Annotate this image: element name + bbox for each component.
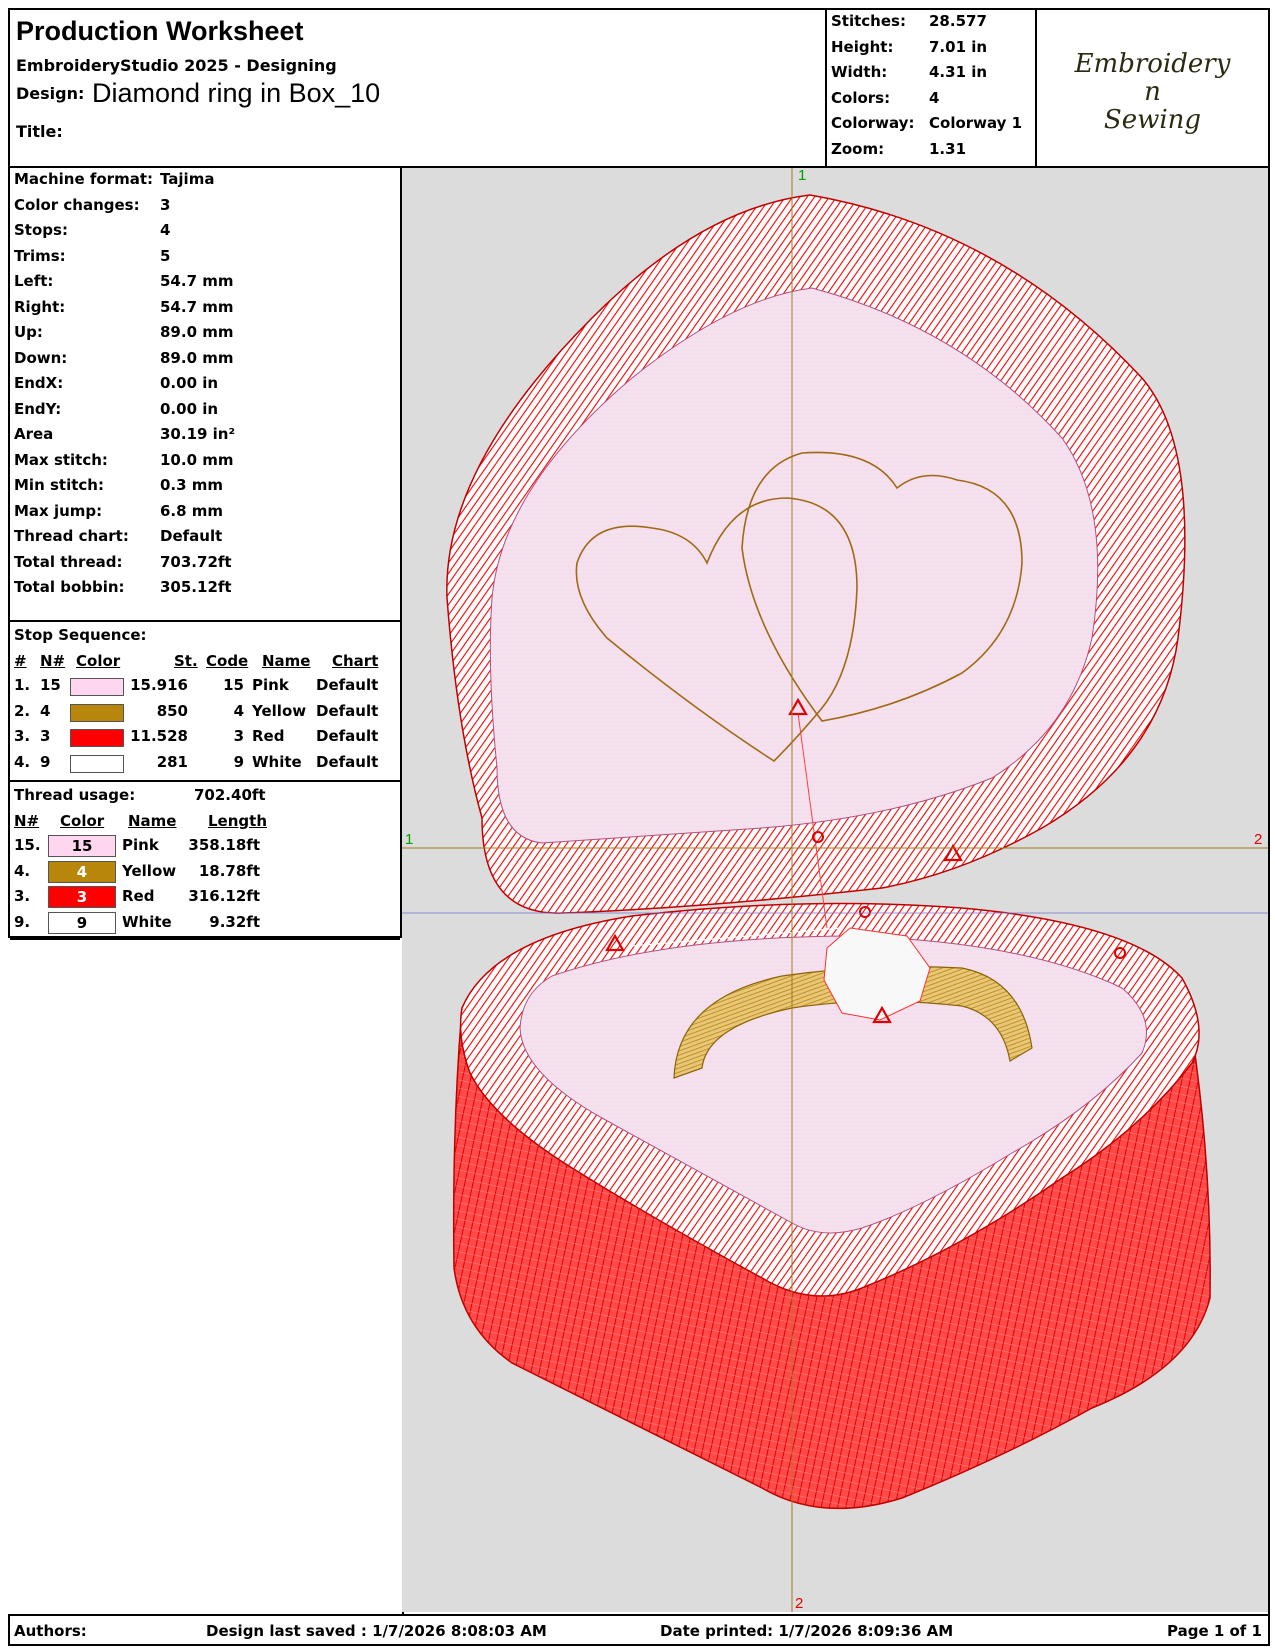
design-label: Design: [16,84,85,103]
stop-sequence-title: Stop Sequence: [14,626,147,644]
design-summary: Stitches: 28.577 Height: 7.01 in Width: 4.3… [825,10,1037,166]
machine-info-row: Left: 54.7 mm [14,272,234,290]
start-marker-icon [859,906,871,918]
color-swatch [70,754,124,773]
ss-header-name: Name [262,652,311,670]
color-swatch [70,729,124,747]
machine-info-row: Trims: 5 [14,246,171,265]
header-info: Production Worksheet EmbroideryStudio 20… [10,10,827,166]
ss-header-n: N# [40,652,66,670]
machine-info-row: Total thread: 703.72ft [14,552,232,571]
worksheet-title: Production Worksheet [16,16,304,46]
machine-info-row: Machine format: Tajima [14,170,215,188]
divider [10,780,400,782]
summary-zoom: Zoom: 1.31 [831,140,967,158]
summary-stitches: Stitches: 28.577 [831,12,987,30]
summary-width: Width: 4.31 in [831,63,988,81]
authors-label: Authors: [14,1622,87,1640]
worksheet-header: Production Worksheet EmbroideryStudio 20… [8,8,1270,168]
tu-header-n: N# [14,812,40,830]
color-swatch: 4 [48,860,116,883]
heart-left [575,497,858,763]
brand-logo: Embroidery n Sewing [1037,10,1268,166]
page-number: Page 1 of 1 [1167,1622,1262,1640]
machine-info-row: Up: 89.0 mm [14,323,234,341]
machine-info-row: Total bobbin: 305.12ft [14,578,232,596]
summary-colors: Colors: 4 [831,89,940,107]
machine-info-row: Thread chart: Default [14,527,223,545]
heart-right [741,451,1023,722]
stop-marker-icon [788,697,808,716]
stop-marker-icon [605,933,625,952]
design-name: Diamond ring in Box_10 [92,78,381,108]
connector-stitch [797,712,828,929]
machine-info-row: EndY: 0.00 in [14,399,219,418]
date-printed: Date printed: 1/7/2026 8:09:36 AM [660,1622,954,1640]
axis-label-left: 1 [405,831,413,848]
machine-info-row: Area 30.19 in² [14,425,236,443]
machine-info-row: EndX: 0.00 in [14,374,219,392]
tu-header-name: Name [128,812,177,830]
thread-usage-title: Thread usage: 702.40ft [14,786,266,804]
software-name: EmbroideryStudio 2025 - Designing [16,56,337,75]
machine-info-panel: Machine format: Tajima Color changes: 3 Stop… [8,166,402,940]
diamond-gem [823,927,931,1021]
machine-info-row: Down: 89.0 mm [14,348,234,367]
last-saved: Design last saved : 1/7/2026 8:08:03 AM [206,1622,547,1640]
worksheet-footer: Authors: Design last saved : 1/7/2026 8:… [8,1614,1270,1646]
machine-info-row: Min stitch: 0.3 mm [14,476,224,494]
machine-info-row: Max jump: 6.8 mm [14,501,224,520]
color-swatch [70,703,124,722]
divider [10,620,400,622]
divider [10,938,400,940]
summary-height: Height: 7.01 in [831,38,988,56]
axis-label-top: 1 [798,168,806,184]
ss-header-num: # [14,652,27,670]
tu-header-length: Length [208,812,267,830]
logo-text: Embroidery n Sewing [1074,49,1231,135]
design-preview: 1 2 1 2 [402,168,1268,1612]
title-label: Title: [16,122,63,141]
ss-header-color: Color [76,652,121,670]
color-swatch: 9 [48,911,116,934]
stop-marker-icon [872,1005,892,1024]
machine-info-row: Max stitch: 10.0 mm [14,450,234,469]
start-marker-icon [1114,947,1126,959]
ss-header-st: St. [174,652,198,670]
summary-colorway: Colorway: Colorway 1 [831,114,1023,132]
color-swatch: 15 [48,835,116,857]
color-swatch: 3 [48,886,116,908]
axis-label-right: 2 [1254,831,1262,848]
stop-marker-icon [943,843,963,862]
start-marker-icon [812,831,824,843]
axis-label-bottom: 2 [795,1595,803,1612]
machine-info-row: Stops: 4 [14,221,171,239]
machine-info-row: Color changes: 3 [14,195,171,214]
tu-header-color: Color [60,812,105,830]
connector-stitch [631,927,843,947]
ss-header-code: Code [206,652,249,670]
lid-interior [489,287,1099,844]
machine-info-row: Right: 54.7 mm [14,297,234,316]
ss-header-chart: Chart [332,652,379,670]
color-swatch [70,678,124,696]
